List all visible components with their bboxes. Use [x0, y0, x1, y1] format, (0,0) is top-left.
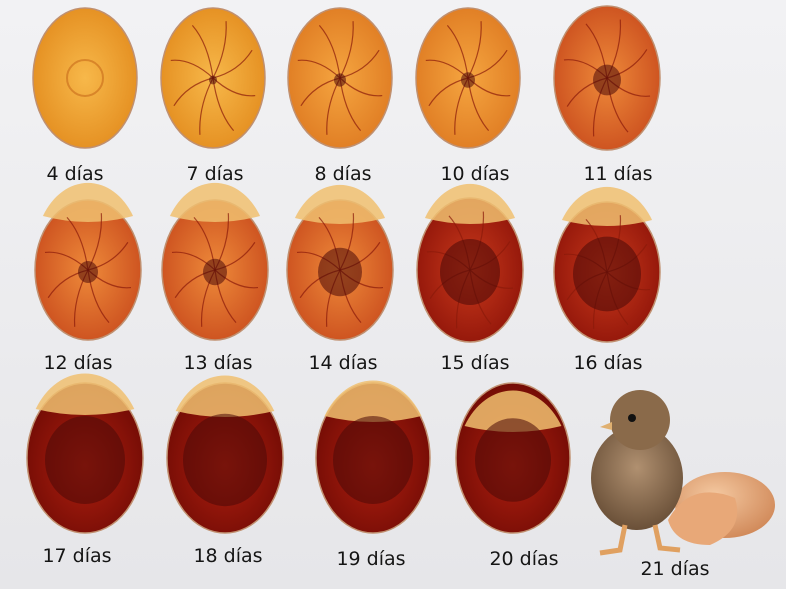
- egg-label: 21 días: [640, 558, 709, 580]
- embryo: [78, 261, 98, 283]
- embryo: [45, 416, 125, 504]
- egg-label: 16 días: [573, 352, 642, 374]
- vessel: [212, 49, 253, 79]
- embryo: [573, 236, 641, 312]
- chick-eye: [628, 414, 636, 422]
- vessel: [173, 77, 214, 107]
- egg-label: 10 días: [440, 163, 509, 185]
- egg-label: 14 días: [308, 352, 377, 374]
- vessel: [170, 59, 214, 79]
- egg-label: 8 días: [314, 163, 371, 185]
- embryo: [461, 72, 475, 88]
- vessel: [339, 21, 354, 79]
- eggshell-half: [668, 492, 738, 545]
- embryo: [183, 413, 267, 507]
- egg-label: 20 días: [489, 548, 558, 570]
- embryo: [440, 239, 500, 305]
- air-sac: [35, 373, 135, 415]
- egg-label: 4 días: [46, 163, 103, 185]
- egg-label: 17 días: [42, 545, 111, 567]
- vessel: [212, 21, 227, 79]
- air-sac: [464, 390, 562, 432]
- egg-label: 13 días: [183, 352, 252, 374]
- embryo: [318, 247, 362, 297]
- egg-label: 19 días: [336, 548, 405, 570]
- egg-label: 18 días: [193, 545, 262, 567]
- egg-label: 15 días: [440, 352, 509, 374]
- egg: [32, 7, 138, 149]
- air-sac: [175, 375, 275, 417]
- embryo: [333, 416, 413, 504]
- chick-body: [591, 426, 683, 530]
- air-sac: [424, 183, 516, 224]
- air-sac: [324, 380, 422, 422]
- air-sac: [42, 182, 134, 222]
- blastoderm: [66, 59, 104, 97]
- air-sac: [294, 184, 386, 224]
- air-sac: [169, 182, 261, 222]
- egg-label: 12 días: [43, 352, 112, 374]
- egg-label: 11 días: [583, 163, 652, 185]
- eggs: [26, 5, 661, 534]
- egg-label: 7 días: [186, 163, 243, 185]
- vessel: [318, 24, 341, 79]
- embryo: [593, 64, 621, 96]
- embryo: [334, 73, 346, 87]
- vessel: [191, 24, 214, 79]
- chick-head: [610, 390, 670, 450]
- chick: [591, 390, 775, 556]
- chick-beak: [600, 422, 612, 430]
- embryo: [475, 418, 551, 502]
- chick-legs: [599, 524, 681, 556]
- embryo: [203, 258, 227, 286]
- embryo: [209, 75, 217, 85]
- air-sac: [561, 186, 653, 226]
